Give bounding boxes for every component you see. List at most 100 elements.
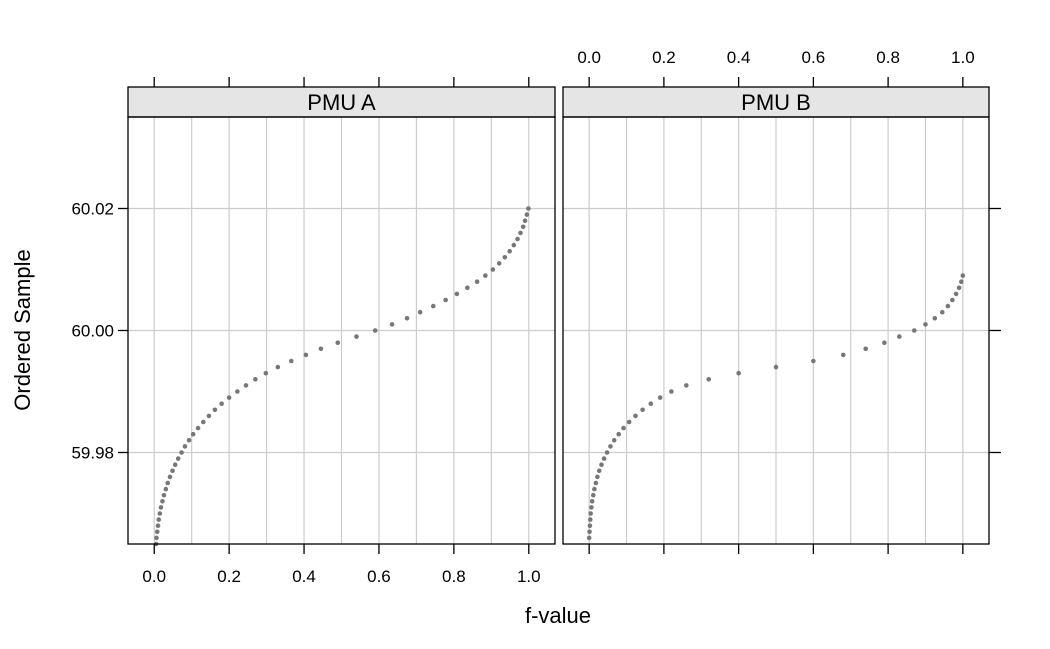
data-point xyxy=(588,511,593,516)
data-point xyxy=(226,395,232,400)
x-tick-label: 0.4 xyxy=(292,567,316,586)
strip xyxy=(127,86,556,118)
panels-layer: PMU A0.0 0.2 0.4 0.6 0.8 1.059.9860.0060.02PM… xyxy=(71,48,1001,586)
data-point xyxy=(158,505,164,510)
data-point xyxy=(616,431,621,437)
data-point xyxy=(496,261,502,266)
x-tick-label: 0.0 xyxy=(577,48,601,67)
data-point xyxy=(511,242,517,248)
y-tick-label: 60.00 xyxy=(71,322,114,341)
data-point xyxy=(354,334,359,339)
data-point xyxy=(590,492,596,498)
data-point xyxy=(430,303,436,309)
data-point xyxy=(648,401,654,407)
data-point xyxy=(175,456,181,461)
data-point xyxy=(706,377,712,382)
data-point xyxy=(593,480,599,486)
data-point xyxy=(587,529,592,535)
x-tick-label: 0.2 xyxy=(652,48,676,67)
data-point xyxy=(161,492,167,498)
data-point xyxy=(275,364,281,370)
data-point xyxy=(190,431,196,437)
data-point xyxy=(863,346,868,352)
x-tick-label: 0.8 xyxy=(442,567,466,586)
data-point xyxy=(235,389,240,394)
data-point xyxy=(507,248,512,254)
y-tick-label: 59.98 xyxy=(71,444,114,463)
data-point xyxy=(417,309,423,315)
data-point xyxy=(596,468,602,474)
data-point xyxy=(465,285,470,291)
data-point xyxy=(443,297,448,303)
data-point xyxy=(195,425,201,431)
data-point xyxy=(589,499,595,504)
data-point xyxy=(167,474,173,480)
data-point xyxy=(526,206,531,211)
data-point xyxy=(454,291,460,297)
data-point xyxy=(633,413,638,419)
data-point xyxy=(811,358,816,364)
data-point xyxy=(163,486,169,492)
data-point xyxy=(586,535,592,541)
x-tick-label: 0.6 xyxy=(367,567,391,586)
data-point xyxy=(599,462,604,468)
data-point xyxy=(165,480,171,486)
data-point xyxy=(592,486,597,492)
data-point xyxy=(157,511,163,516)
data-point xyxy=(182,444,188,449)
data-point xyxy=(911,328,917,333)
data-point xyxy=(515,236,520,242)
data-point xyxy=(253,377,258,382)
data-point xyxy=(389,322,395,327)
data-point xyxy=(773,364,779,370)
data-point xyxy=(840,352,846,358)
panel-1: PMU A 0.0 0.2 0.4 0.6 0.8 1.0 59.98 60.00 60.02 xyxy=(71,77,556,586)
data-point xyxy=(959,279,964,285)
data-point xyxy=(155,523,161,528)
data-point xyxy=(621,425,626,431)
data-point xyxy=(156,517,162,522)
strip xyxy=(562,86,990,118)
x-tick-label: 0.8 xyxy=(876,48,900,67)
data-point xyxy=(956,285,962,291)
data-point xyxy=(404,316,410,321)
data-point xyxy=(335,340,341,346)
data-point xyxy=(882,340,887,346)
data-point xyxy=(502,254,508,260)
data-point xyxy=(522,218,528,223)
data-point xyxy=(657,395,663,400)
data-point xyxy=(960,273,966,278)
data-point xyxy=(601,456,607,461)
data-point xyxy=(589,505,594,510)
data-point xyxy=(206,413,212,419)
data-point xyxy=(897,334,902,339)
data-point xyxy=(243,383,249,388)
x-tick-label: 0.2 xyxy=(217,567,241,586)
data-point xyxy=(303,352,309,358)
data-point xyxy=(170,468,175,474)
data-point xyxy=(160,499,165,504)
data-point xyxy=(219,401,224,407)
data-point xyxy=(608,444,613,449)
data-point xyxy=(172,462,178,468)
y-tick-label: 60.02 xyxy=(71,200,114,219)
data-point xyxy=(483,273,488,278)
data-point xyxy=(474,279,480,285)
data-point xyxy=(640,407,645,413)
data-point xyxy=(945,303,951,309)
data-point xyxy=(923,322,928,327)
x-tick-label: 1.0 xyxy=(951,48,975,67)
y-axis-title: Ordered Sample xyxy=(10,249,35,410)
strip-label: PMU A xyxy=(307,90,376,115)
x-tick-label: 0.4 xyxy=(727,48,751,67)
data-point xyxy=(932,316,938,321)
data-point xyxy=(587,523,593,528)
data-point xyxy=(595,474,600,480)
x-tick-label: 0.6 xyxy=(802,48,826,67)
data-point xyxy=(669,389,674,394)
data-point xyxy=(154,529,160,535)
data-point xyxy=(950,297,955,303)
data-point xyxy=(953,291,959,297)
data-point xyxy=(318,346,324,352)
